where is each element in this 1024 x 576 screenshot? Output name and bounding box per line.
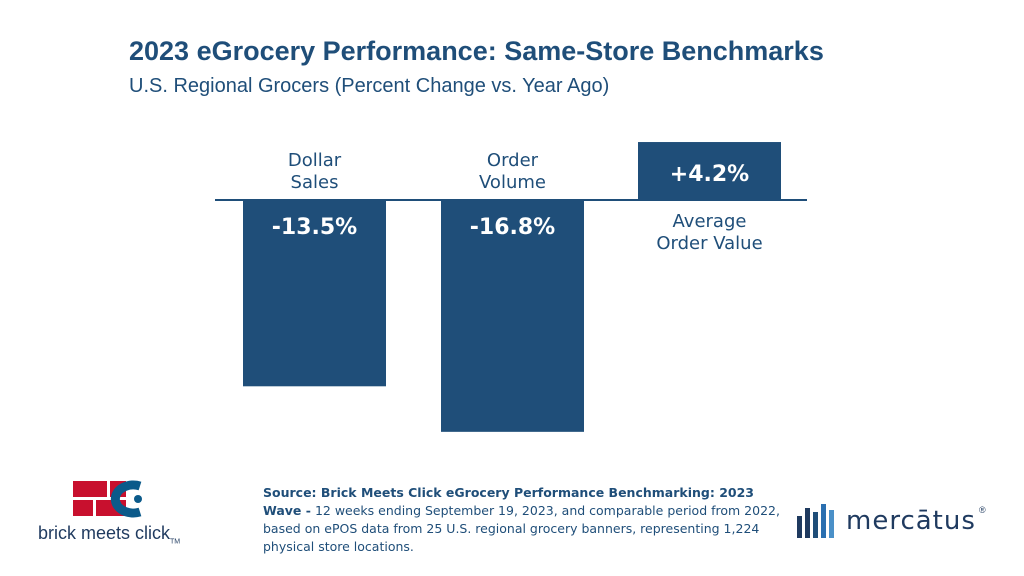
category-label-2-line-0: Average bbox=[673, 211, 747, 232]
brick-meets-click-logo bbox=[73, 480, 142, 518]
category-label-1-line-0: Order bbox=[487, 150, 539, 171]
category-label-0-line-0: Dollar bbox=[288, 150, 342, 171]
source-lead: Source: Brick Meets Click eGrocery Perfo… bbox=[263, 485, 754, 518]
bmc-name: brick meets click bbox=[38, 523, 171, 543]
category-label-0-line-1: Sales bbox=[291, 172, 339, 193]
bar-1 bbox=[441, 200, 584, 432]
bmc-tm: TM bbox=[170, 538, 181, 546]
bar-value-label-0: -13.5% bbox=[272, 215, 357, 240]
category-label-2-line-1: Order Value bbox=[656, 233, 762, 254]
brick-meets-click-wordmark: brick meets clickTM bbox=[38, 523, 180, 546]
bar-2 bbox=[638, 142, 781, 200]
mercatus-bars-icon bbox=[797, 504, 834, 538]
page-subtitle: U.S. Regional Grocers (Percent Change vs… bbox=[129, 75, 610, 97]
bar-value-label-2: +4.2% bbox=[670, 162, 749, 187]
mercatus-wordmark: mercātus bbox=[846, 506, 976, 536]
mercatus-registered-mark: ® bbox=[979, 505, 986, 515]
source-note: Source: Brick Meets Click eGrocery Perfo… bbox=[263, 484, 783, 556]
bar-0 bbox=[243, 200, 386, 387]
category-label-1-line-1: Volume bbox=[479, 172, 546, 193]
bar-value-label-1: -16.8% bbox=[470, 215, 555, 240]
source-body: 12 weeks ending September 19, 2023, and … bbox=[263, 503, 780, 554]
page-title: 2023 eGrocery Performance: Same-Store Be… bbox=[129, 36, 824, 66]
